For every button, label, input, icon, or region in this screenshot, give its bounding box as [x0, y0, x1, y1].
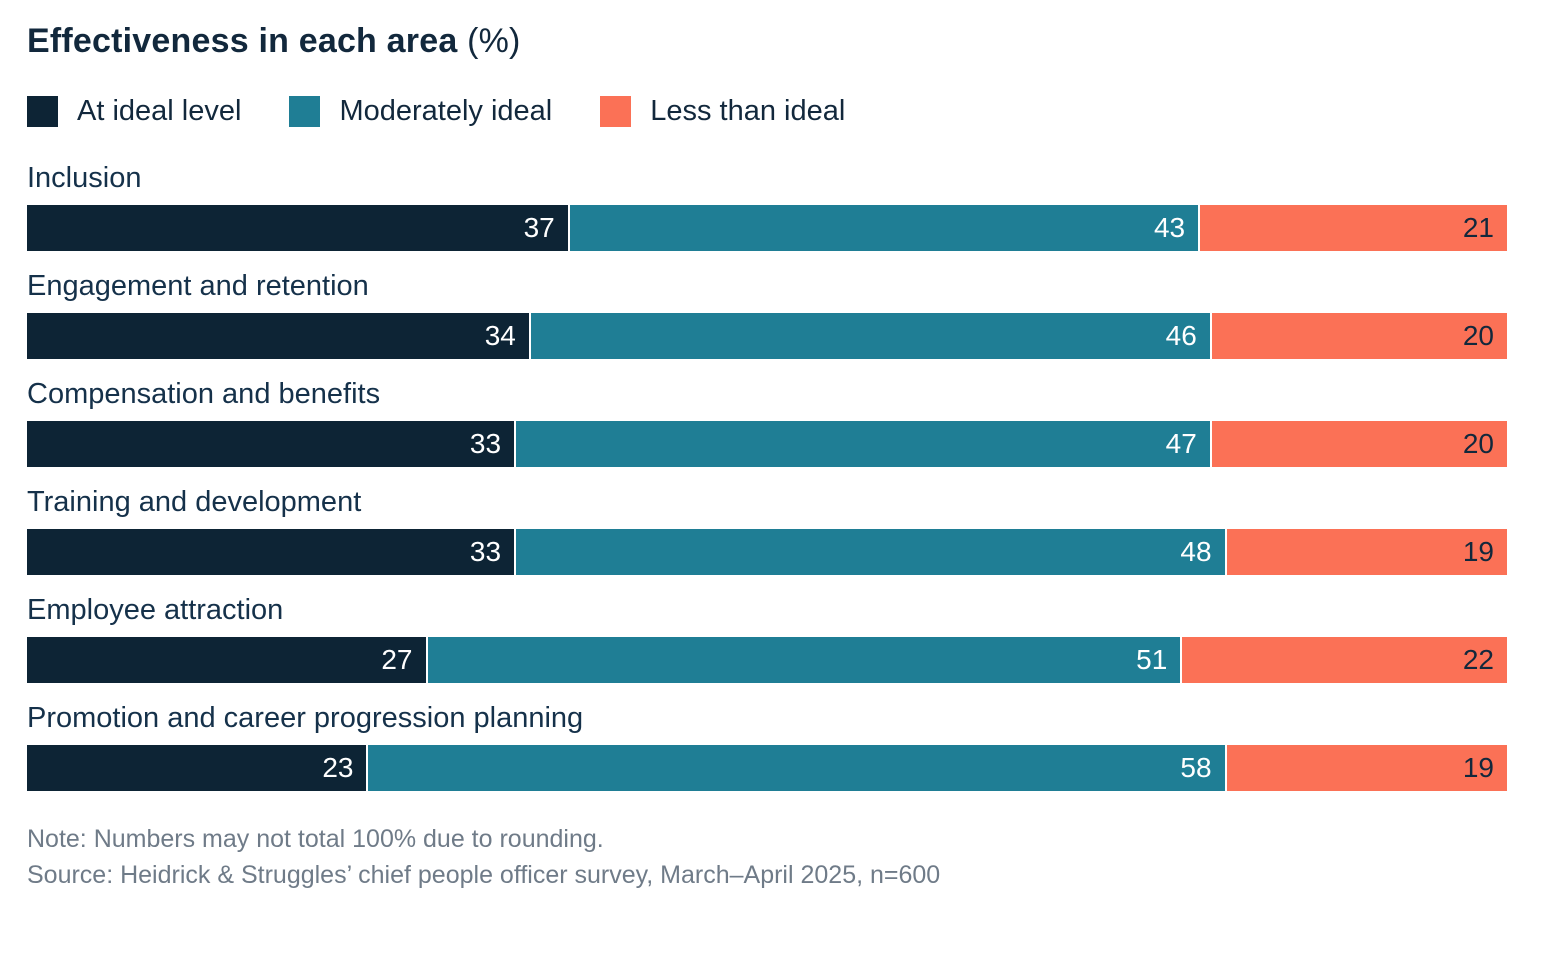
bar-segment-at-ideal-level: 27 [27, 637, 426, 683]
source-note: Source: Heidrick & Struggles’ chief peop… [27, 861, 941, 889]
value-label: 19 [1462, 752, 1494, 783]
value-label: 20 [1462, 320, 1494, 351]
stacked-bar: 23 58 19 [27, 745, 1507, 791]
category-row: Employee attraction 27 51 22 [27, 592, 1507, 683]
value-label: 51 [1136, 644, 1168, 675]
value-label: 48 [1180, 536, 1212, 567]
bar-segment-at-ideal-level: 37 [27, 205, 568, 251]
legend: At ideal level Moderately ideal Less tha… [27, 95, 1507, 128]
chart-title-main: Effectiveness in each area [27, 22, 458, 60]
bar-segment-moderately-ideal: 58 [368, 745, 1225, 791]
bar-segment-less-than-ideal: 20 [1211, 421, 1507, 467]
value-label: 33 [469, 428, 502, 459]
category-row: Inclusion 37 43 21 [27, 160, 1507, 251]
category-label: Engagement and retention [27, 270, 369, 302]
legend-item-at-ideal-level: At ideal level [27, 95, 241, 128]
stacked-bar: 37 43 21 [27, 205, 1507, 251]
value-label: 33 [469, 536, 502, 567]
value-label: 22 [1462, 644, 1494, 675]
bar-segment-less-than-ideal: 20 [1211, 313, 1507, 359]
value-label: 58 [1180, 752, 1212, 783]
bar-segment-at-ideal-level: 34 [27, 313, 529, 359]
legend-label: Less than ideal [650, 95, 846, 127]
value-label: 21 [1462, 212, 1494, 243]
category-label: Inclusion [27, 162, 142, 194]
bar-segment-moderately-ideal: 43 [569, 205, 1199, 251]
chart-title: Effectiveness in each area (%) [27, 22, 1507, 61]
category-label: Promotion and career progression plannin… [27, 702, 584, 734]
stacked-bar: 33 48 19 [27, 529, 1507, 575]
category-label: Employee attraction [27, 594, 284, 626]
rounding-note: Note: Numbers may not total 100% due to … [27, 825, 604, 853]
bar-segment-moderately-ideal: 47 [516, 421, 1210, 467]
chart-title-suffix: (%) [457, 22, 521, 60]
legend-swatch-at-ideal-level [27, 96, 58, 127]
value-label: 46 [1165, 320, 1197, 351]
bar-segment-less-than-ideal: 22 [1182, 637, 1507, 683]
bar-segment-less-than-ideal: 19 [1226, 745, 1507, 791]
value-label: 34 [484, 320, 516, 351]
category-label: Compensation and benefits [27, 378, 381, 410]
stacked-bar: 33 47 20 [27, 421, 1507, 467]
value-label: 37 [523, 212, 555, 243]
legend-item-moderately-ideal: Moderately ideal [289, 95, 552, 128]
stacked-bar: 27 51 22 [27, 637, 1507, 683]
legend-label: Moderately ideal [339, 95, 553, 127]
category-row: Promotion and career progression plannin… [27, 700, 1507, 791]
category-label: Training and development [27, 486, 362, 518]
stacked-bar: 34 46 20 [27, 313, 1507, 359]
legend-swatch-moderately-ideal [289, 96, 321, 127]
category-row: Training and development 33 48 19 [27, 484, 1507, 575]
category-row: Compensation and benefits 33 47 20 [27, 376, 1507, 467]
bar-segment-less-than-ideal: 21 [1200, 205, 1507, 251]
legend-label: At ideal level [77, 95, 242, 127]
bar-segment-moderately-ideal: 46 [530, 313, 1210, 359]
value-label: 23 [322, 752, 354, 783]
category-row: Engagement and retention 34 46 20 [27, 268, 1507, 359]
bar-segment-at-ideal-level: 23 [27, 745, 367, 791]
bar-segment-at-ideal-level: 33 [27, 529, 515, 575]
bar-segment-less-than-ideal: 19 [1226, 529, 1507, 575]
bar-chart: Inclusion 37 43 21 Engagement and retention 3… [27, 160, 1507, 791]
value-label: 19 [1462, 536, 1494, 567]
bar-segment-moderately-ideal: 48 [516, 529, 1225, 575]
value-label: 27 [381, 644, 413, 675]
bar-segment-moderately-ideal: 51 [427, 637, 1181, 683]
legend-swatch-less-than-ideal [600, 96, 632, 127]
chart-panel: Effectiveness in each area (%) At ideal … [27, 22, 1507, 893]
value-label: 43 [1153, 212, 1186, 243]
footnotes: Note: Numbers may not total 100% due to … [27, 821, 1507, 893]
value-label: 20 [1462, 428, 1494, 459]
value-label: 47 [1165, 428, 1197, 459]
bar-segment-at-ideal-level: 33 [27, 421, 515, 467]
legend-item-less-than-ideal: Less than ideal [600, 95, 845, 128]
